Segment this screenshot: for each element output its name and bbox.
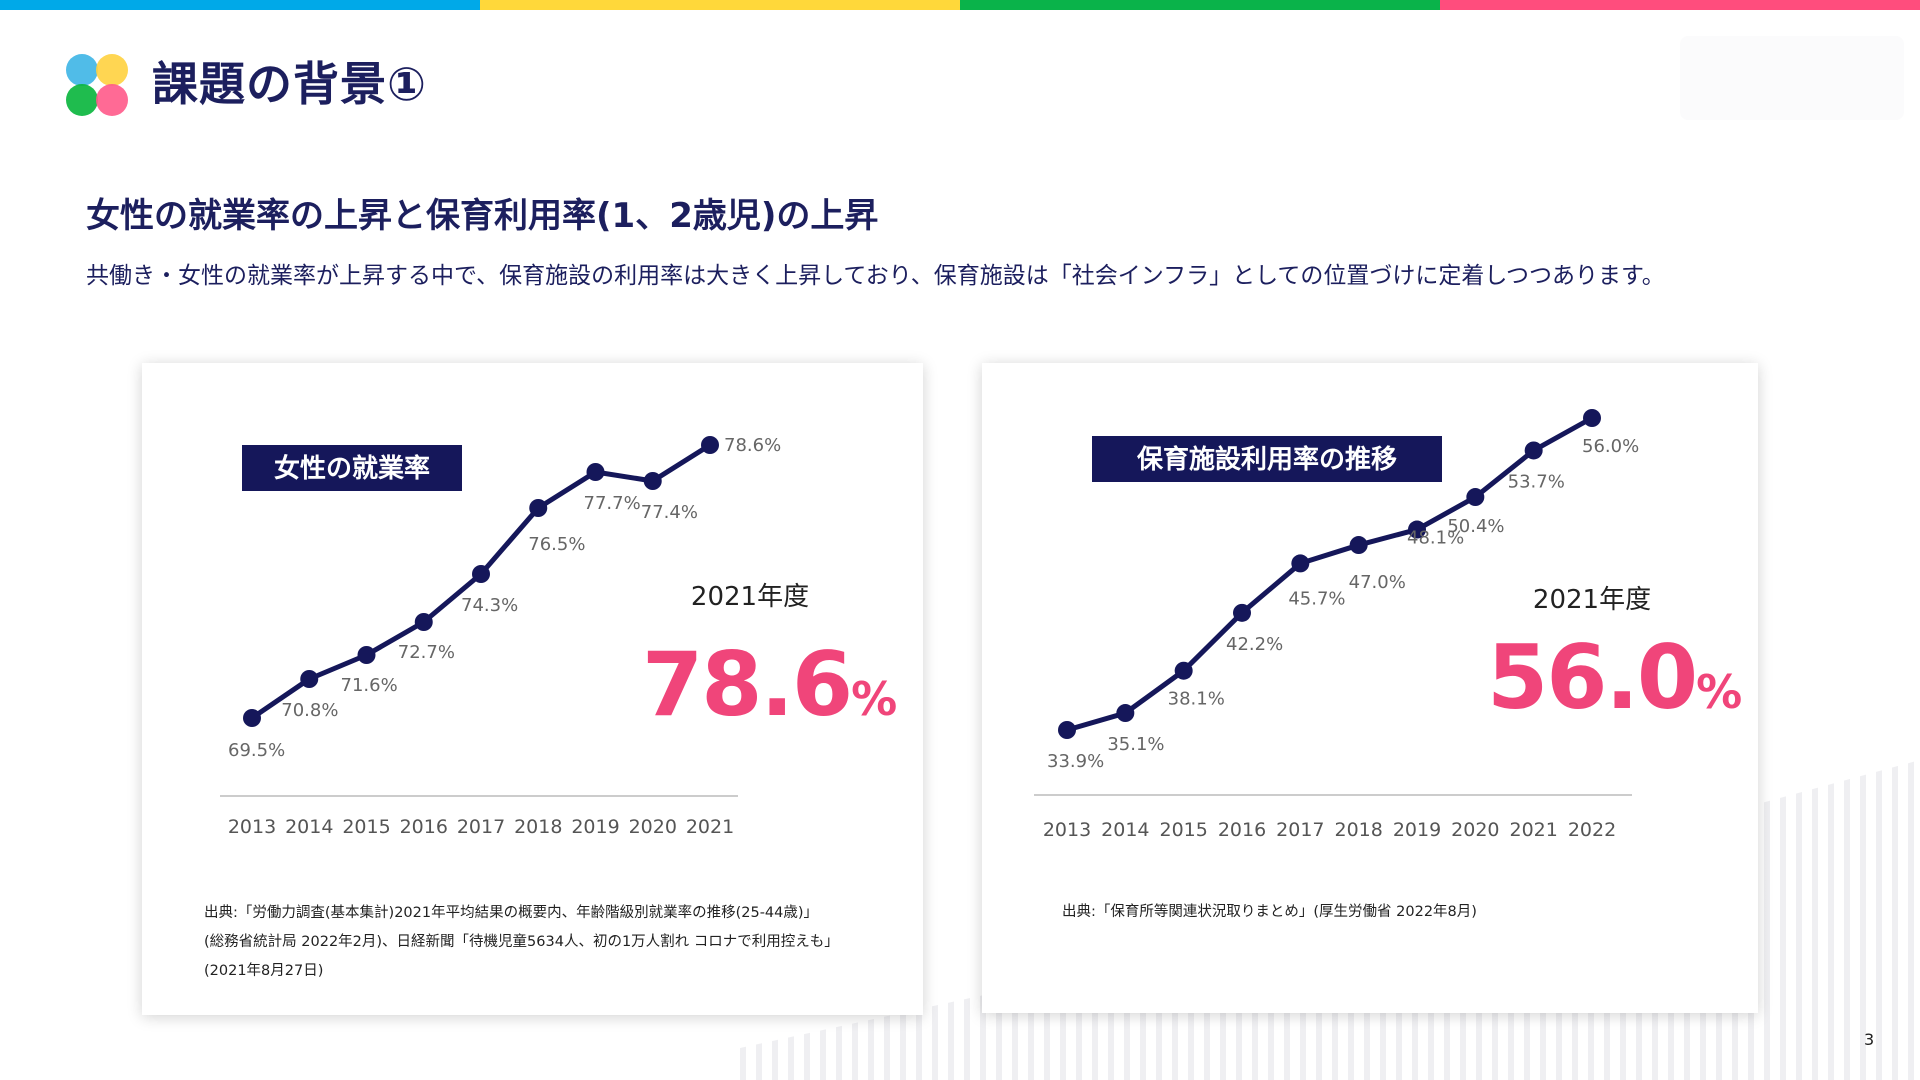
top-bar-segment-pink	[1440, 0, 1920, 10]
data-point	[1174, 661, 1193, 680]
logo-dot-1	[66, 54, 98, 86]
childcare-usage-source: 出典:「保育所等関連状況取りまとめ」(厚生労働省 2022年8月)	[1062, 898, 1477, 927]
data-point	[701, 436, 719, 454]
data-point	[300, 670, 319, 688]
x-tick-label: 2017	[457, 816, 505, 838]
data-point	[1116, 704, 1135, 723]
x-tick-label: 2021	[1509, 819, 1557, 841]
x-tick-label: 2015	[1159, 819, 1207, 841]
x-tick-label: 2019	[1393, 819, 1441, 841]
data-label: 76.5%	[528, 534, 585, 555]
data-point	[1291, 554, 1310, 573]
x-tick-label: 2019	[571, 816, 619, 838]
top-bar-segment-blue	[0, 0, 480, 10]
data-point	[472, 565, 490, 583]
data-point	[1524, 441, 1543, 460]
highlight-year: 2021年度	[691, 582, 809, 612]
data-point	[1408, 520, 1426, 539]
x-tick-label: 2022	[1568, 819, 1616, 841]
x-tick-label: 2018	[514, 816, 562, 838]
x-tick-label: 2016	[400, 816, 448, 838]
data-point	[1058, 721, 1076, 739]
childcare-usage-chart: 保育施設利用率の推移 33.9% 2013 35.1% 2014 38.1% 2015 42.…	[1034, 409, 1743, 841]
data-label: 71.6%	[341, 675, 398, 696]
data-label: 78.6%	[724, 435, 781, 456]
highlight-unit: %	[851, 672, 896, 726]
logo-dot-2	[96, 54, 128, 86]
x-tick-label: 2016	[1218, 819, 1266, 841]
logo-dot-3	[66, 84, 98, 116]
x-tick-label: 2020	[1451, 819, 1499, 841]
data-point	[1583, 409, 1601, 427]
highlight-value: 78.6%	[642, 633, 896, 736]
data-label: 77.7%	[584, 493, 641, 514]
data-label: 45.7%	[1288, 588, 1345, 609]
highlight-unit: %	[1696, 665, 1741, 719]
data-label: 47.0%	[1349, 572, 1406, 593]
lead-text: 共働き・女性の就業率が上昇する中で、保育施設の利用率は大きく上昇しており、保育施…	[86, 263, 1665, 289]
x-tick-label: 2021	[686, 816, 734, 838]
top-color-bar	[0, 0, 1920, 10]
section-subtitle: 女性の就業率の上昇と保育利用率(1、2歳児)の上昇	[86, 196, 879, 236]
data-point	[414, 613, 433, 631]
data-point	[586, 463, 605, 481]
brand-logo-icon	[66, 54, 128, 116]
data-point	[357, 646, 376, 664]
data-point	[643, 472, 662, 490]
data-label: 53.7%	[1508, 471, 1565, 492]
childcare-usage-card: 保育施設利用率の推移 33.9% 2013 35.1% 2014 38.1% 2015 42.…	[982, 363, 1758, 1013]
x-tick-label: 2015	[342, 816, 390, 838]
data-point	[1466, 488, 1485, 507]
x-tick-label: 2014	[285, 816, 333, 838]
logo-dot-4	[96, 84, 128, 116]
x-tick-label: 2020	[629, 816, 677, 838]
source-line: 出典:「保育所等関連状況取りまとめ」(厚生労働省 2022年8月)	[1062, 904, 1477, 920]
data-label: 72.7%	[398, 642, 455, 663]
data-point	[529, 499, 548, 517]
chart-title-box	[242, 445, 462, 491]
data-label: 77.4%	[641, 502, 698, 523]
highlight-number: 78.6	[642, 633, 851, 736]
x-tick-label: 2014	[1101, 819, 1149, 841]
highlight-year: 2021年度	[1533, 585, 1651, 615]
data-label: 69.5%	[228, 740, 285, 761]
chart-title: 保育施設利用率の推移	[1136, 444, 1397, 475]
highlight-value: 56.0%	[1487, 626, 1741, 729]
page-title: 課題の背景①	[152, 57, 427, 111]
data-label: 50.4%	[1447, 516, 1504, 537]
data-point	[1349, 536, 1368, 555]
data-point	[243, 709, 261, 727]
header-placeholder-box	[1680, 36, 1904, 120]
data-label: 56.0%	[1582, 436, 1639, 457]
chart-title-box	[1092, 436, 1442, 482]
data-label: 42.2%	[1226, 634, 1283, 655]
top-bar-segment-yellow	[480, 0, 960, 10]
x-tick-label: 2013	[1043, 819, 1091, 841]
chart-title: 女性の就業率	[274, 453, 430, 484]
page-number: 3	[1864, 1030, 1875, 1049]
employment-rate-source: 出典:「労働力調査(基本集計)2021年平均結果の概要内、年齢階級別就業率の推移…	[204, 899, 839, 986]
x-tick-label: 2013	[228, 816, 276, 838]
employment-rate-card: 女性の就業率 69.5% 2013 70.8% 2014 71.6% 2015 72.7% 20…	[142, 363, 923, 1015]
employment-rate-chart: 女性の就業率 69.5% 2013 70.8% 2014 71.6% 2015 72.7% 20…	[220, 435, 898, 838]
x-tick-label: 2017	[1276, 819, 1324, 841]
data-label: 33.9%	[1047, 751, 1104, 772]
data-label: 74.3%	[461, 595, 518, 616]
source-line: (総務省統計局 2022年2月)、日経新聞「待機児童5634人、初の1万人割れ …	[204, 934, 839, 950]
highlight-number: 56.0	[1487, 626, 1696, 729]
data-label: 38.1%	[1168, 689, 1225, 710]
source-line: 出典:「労働力調査(基本集計)2021年平均結果の概要内、年齢階級別就業率の推移…	[204, 905, 819, 921]
series-line	[1066, 415, 1594, 733]
top-bar-segment-green	[960, 0, 1440, 10]
data-label: 35.1%	[1107, 734, 1164, 755]
source-line: (2021年8月27日)	[204, 963, 324, 979]
data-point	[1233, 603, 1251, 622]
data-label: 70.8%	[281, 700, 338, 721]
x-tick-label: 2018	[1334, 819, 1382, 841]
data-label: 48.1%	[1407, 528, 1464, 549]
